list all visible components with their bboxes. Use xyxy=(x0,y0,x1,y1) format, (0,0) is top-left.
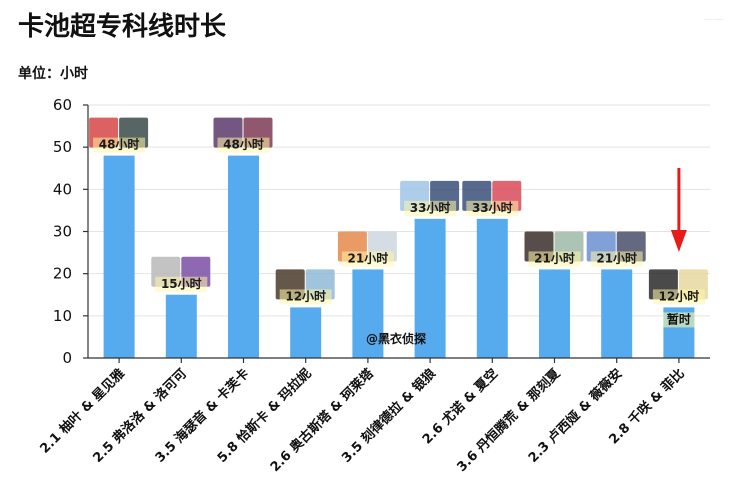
bar-8 xyxy=(539,269,570,358)
data-label: 33小时 xyxy=(410,200,451,215)
chart-title: 卡池超专科线时长 xyxy=(18,12,227,42)
unit-label: 单位：小时 xyxy=(18,66,88,82)
y-tick-label: 10 xyxy=(53,307,72,325)
data-label-bg xyxy=(279,289,332,305)
data-label-bg xyxy=(217,137,270,153)
data-label-bg xyxy=(155,276,208,292)
data-label-bg xyxy=(404,200,457,216)
data-label: 12小时 xyxy=(659,288,700,303)
bar-5 xyxy=(352,269,384,358)
bar-3 xyxy=(228,155,259,358)
data-label-bg xyxy=(93,137,146,153)
bar-9 xyxy=(601,269,633,358)
data-label: 33小时 xyxy=(472,200,513,215)
y-tick-label: 30 xyxy=(53,223,72,241)
data-label: 21小时 xyxy=(534,250,575,265)
data-label-bg xyxy=(590,251,643,267)
data-label: 48小时 xyxy=(99,137,140,152)
bar-4 xyxy=(290,307,322,358)
y-tick-label: 50 xyxy=(53,138,72,156)
annotation-bg xyxy=(662,312,695,328)
data-label: 12小时 xyxy=(285,288,326,303)
data-label-bg xyxy=(341,251,394,267)
x-tick-label: 3.6 丹恒腾荒 & 那刻夏 xyxy=(454,365,564,475)
bar-1 xyxy=(103,155,135,358)
data-label: 48小时 xyxy=(223,137,264,152)
data-label-bg xyxy=(652,289,705,305)
y-tick-label: 20 xyxy=(53,265,72,283)
x-tick-label: 2.6 奥古斯塔 & 珂莱塔 xyxy=(267,365,377,475)
bar-2 xyxy=(165,294,197,358)
data-label-bg xyxy=(466,200,519,216)
bar-6 xyxy=(414,218,446,358)
y-tick-label: 60 xyxy=(53,96,72,114)
data-label: 15小时 xyxy=(161,276,202,291)
y-tick-label: 40 xyxy=(53,180,72,198)
data-label: 21小时 xyxy=(596,250,637,265)
red-arrow-head xyxy=(670,230,687,252)
watermark-text: @黑衣侦探 xyxy=(366,331,426,346)
data-label-bg xyxy=(528,251,581,267)
data-label: 21小时 xyxy=(348,250,389,265)
annotation-label: 暂时 xyxy=(667,311,691,326)
bar-7 xyxy=(476,218,508,358)
y-tick-label: 0 xyxy=(62,349,72,367)
corner-watermark: —— xyxy=(704,14,724,25)
